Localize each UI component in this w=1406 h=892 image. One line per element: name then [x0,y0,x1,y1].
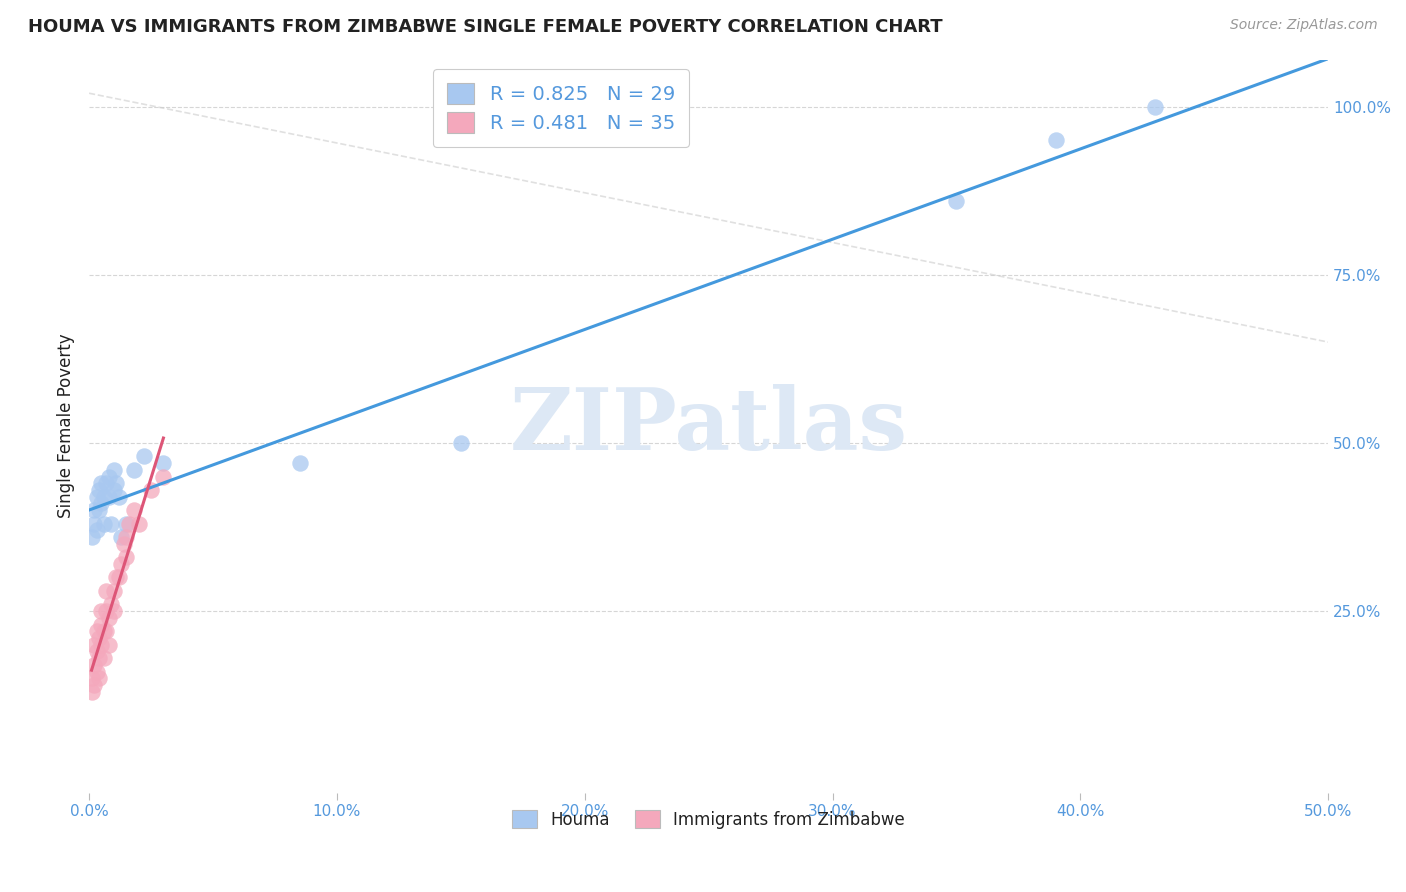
Point [87,631,110,645]
Point [86,644,108,658]
Point [96,624,118,639]
Point [107,570,129,584]
Point [128,516,150,531]
Point [87,483,110,497]
Point [110,530,132,544]
Point [83,516,105,531]
Point [115,530,138,544]
Point [83,503,105,517]
Y-axis label: Single Female Poverty: Single Female Poverty [58,334,75,518]
Point [115,516,138,531]
Point [83,638,105,652]
Point [152,456,174,470]
Point [83,657,105,672]
Point [122,503,145,517]
Point [86,524,108,538]
Point [1045,133,1067,147]
Point [80,530,103,544]
Point [122,463,145,477]
Point [80,685,103,699]
Point [87,503,110,517]
Point [80,671,103,685]
Point [152,469,174,483]
Point [100,598,122,612]
Point [105,476,128,491]
Point [86,665,108,679]
Point [105,570,128,584]
Point [107,490,129,504]
Legend: Houma, Immigrants from Zimbabwe: Houma, Immigrants from Zimbabwe [506,804,911,836]
Point [97,638,120,652]
Point [103,583,125,598]
Point [93,651,115,665]
Point [90,617,112,632]
Point [90,476,112,491]
Text: ZIPatlas: ZIPatlas [509,384,908,468]
Point [945,194,967,208]
Point [96,476,118,491]
Point [90,496,112,510]
Point [288,456,311,470]
Point [103,463,125,477]
Point [90,638,112,652]
Text: Source: ZipAtlas.com: Source: ZipAtlas.com [1230,18,1378,32]
Point [110,557,132,571]
Point [86,490,108,504]
Point [96,583,118,598]
Point [97,469,120,483]
Point [139,483,162,497]
Point [112,537,135,551]
Point [96,604,118,618]
Point [100,516,122,531]
Point [115,550,138,565]
Point [132,450,155,464]
Point [87,671,110,685]
Point [83,678,105,692]
Point [90,604,112,618]
Point [97,490,120,504]
Point [103,483,125,497]
Point [1143,100,1166,114]
Point [93,516,115,531]
Text: HOUMA VS IMMIGRANTS FROM ZIMBABWE SINGLE FEMALE POVERTY CORRELATION CHART: HOUMA VS IMMIGRANTS FROM ZIMBABWE SINGLE… [28,18,943,36]
Point [118,516,141,531]
Point [93,624,115,639]
Point [93,490,115,504]
Point [103,604,125,618]
Point [86,624,108,639]
Point [97,611,120,625]
Point [87,651,110,665]
Point [450,436,472,450]
